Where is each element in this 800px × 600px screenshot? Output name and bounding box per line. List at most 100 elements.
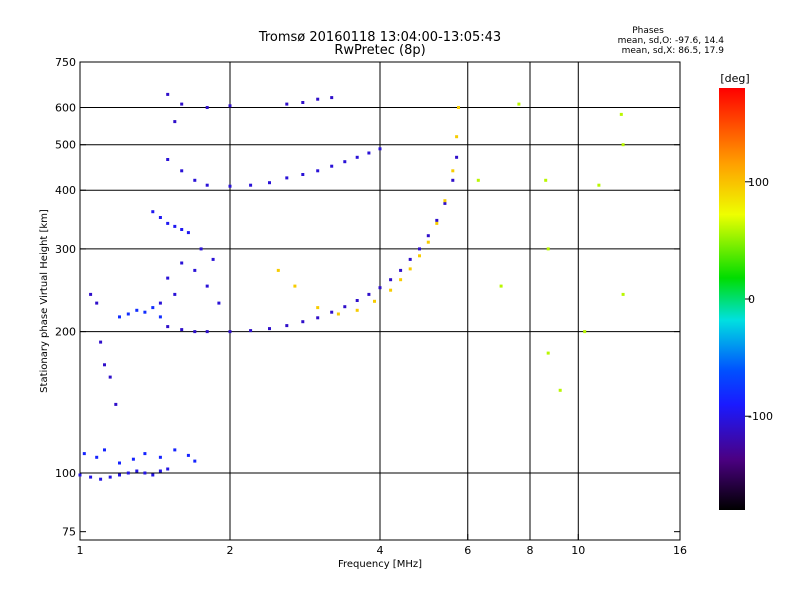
- data-point-s10: [546, 247, 550, 251]
- data-point-s7: [268, 181, 271, 185]
- data-point-s2: [108, 375, 112, 379]
- data-point-s5: [199, 247, 203, 251]
- data-point-s4: [166, 325, 170, 329]
- data-point-s4: [408, 257, 412, 261]
- data-point-s8: [316, 97, 320, 101]
- data-point-s3: [135, 308, 139, 312]
- data-point-s7: [180, 169, 184, 173]
- x-tick-label: 2: [227, 544, 234, 557]
- data-point-s1: [118, 461, 121, 465]
- colorbar-gradient: [719, 88, 745, 510]
- data-point-s5: [173, 292, 177, 296]
- data-point-s10: [597, 183, 601, 187]
- data-point-s8: [166, 92, 170, 96]
- data-point-s3: [151, 306, 155, 310]
- data-point-s7: [316, 169, 320, 173]
- y-tick-label: 200: [55, 326, 76, 339]
- phase-stats-title: Phases: [632, 26, 664, 36]
- data-point-s6: [408, 267, 412, 271]
- data-point-s10: [619, 112, 623, 116]
- data-point-s2: [95, 301, 99, 305]
- data-point-s10: [583, 330, 587, 334]
- colorbar-ticks: 100 0 -100: [745, 176, 773, 423]
- data-point-s5: [158, 301, 162, 305]
- x-tick-label: 8: [527, 544, 534, 557]
- data-point-s7: [205, 183, 209, 187]
- data-point-s6: [443, 199, 447, 203]
- y-tick-label: 750: [55, 56, 76, 69]
- data-point-s10: [499, 284, 503, 288]
- data-point-s7: [249, 183, 253, 187]
- phase-colorbar: [deg] 100 0 -100: [719, 72, 773, 510]
- data-point-s2: [89, 292, 93, 296]
- data-point-s4: [426, 234, 430, 238]
- data-point-s6: [418, 254, 421, 258]
- data-point-s0: [108, 475, 112, 479]
- data-point-s4: [399, 268, 403, 272]
- chart-subtitle: RwPretec (8p): [334, 43, 425, 58]
- colorbar-label: [deg]: [720, 72, 749, 85]
- data-point-s0: [158, 469, 162, 473]
- x-axis-label: Frequency [MHz]: [338, 559, 422, 570]
- y-tick-label: 300: [55, 243, 76, 256]
- data-point-s4: [205, 330, 209, 334]
- data-point-s9: [166, 221, 170, 225]
- data-point-s6: [457, 106, 460, 109]
- data-point-s10: [621, 143, 625, 147]
- data-point-s6: [336, 312, 340, 316]
- data-point-s0: [118, 473, 121, 477]
- y-axis-label: Stationary phase Virtual Height [km]: [39, 209, 50, 393]
- chart-title: Tromsø 20160118 13:04:00-13:05:43: [258, 30, 501, 45]
- data-point-s6: [455, 135, 459, 139]
- data-point-s4: [389, 278, 393, 282]
- data-point-s10: [476, 178, 480, 182]
- data-point-s8: [173, 120, 177, 124]
- data-point-s5: [217, 301, 221, 305]
- data-point-s2: [99, 340, 103, 344]
- data-point-s4: [228, 330, 232, 334]
- data-point-s4: [301, 320, 305, 324]
- data-point-s1: [95, 455, 99, 459]
- y-tick-label: 100: [55, 467, 76, 480]
- data-point-s7: [166, 158, 170, 161]
- data-point-s9: [173, 224, 177, 228]
- data-point-s10: [621, 292, 625, 296]
- data-point-s6: [426, 240, 430, 244]
- data-point-s9: [158, 216, 162, 219]
- data-point-s4: [378, 286, 382, 290]
- data-point-s0: [78, 473, 82, 477]
- data-point-s7: [355, 155, 359, 159]
- data-point-s3: [126, 312, 130, 316]
- y-tick-label: 500: [55, 139, 76, 152]
- data-point-s1: [82, 452, 86, 456]
- data-point-s4: [180, 328, 184, 332]
- data-point-s4: [330, 310, 334, 314]
- data-point-s4: [367, 292, 371, 296]
- data-point-s8: [180, 102, 184, 106]
- data-point-s4: [435, 218, 439, 222]
- data-point-s2: [114, 402, 118, 406]
- data-point-s10: [546, 351, 550, 355]
- data-point-s0: [135, 469, 139, 473]
- data-point-s4: [343, 305, 347, 309]
- data-point-s6: [399, 278, 403, 282]
- data-point-s8: [301, 101, 305, 104]
- data-point-s8: [228, 104, 232, 108]
- data-point-s3: [158, 315, 162, 319]
- data-point-s9: [180, 228, 184, 231]
- data-point-s10: [517, 102, 521, 106]
- data-point-s6: [293, 284, 297, 288]
- data-point-s1: [158, 455, 162, 459]
- y-tick-label: 600: [55, 102, 76, 115]
- data-point-s3: [143, 310, 147, 314]
- data-point-s4: [443, 201, 447, 205]
- data-point-s0: [126, 471, 130, 475]
- grid-lines: [80, 62, 680, 540]
- data-point-s4: [451, 178, 455, 182]
- data-point-s1: [186, 453, 190, 457]
- x-tick-label: 4: [377, 544, 384, 557]
- phase-stats-x-mode: mean, sd,X: 86.5, 17.9: [622, 46, 725, 56]
- data-point-s4: [268, 327, 271, 331]
- data-point-s6: [373, 299, 376, 303]
- y-axis-ticks: 75 100 200 300 400 500 600 750: [55, 56, 680, 539]
